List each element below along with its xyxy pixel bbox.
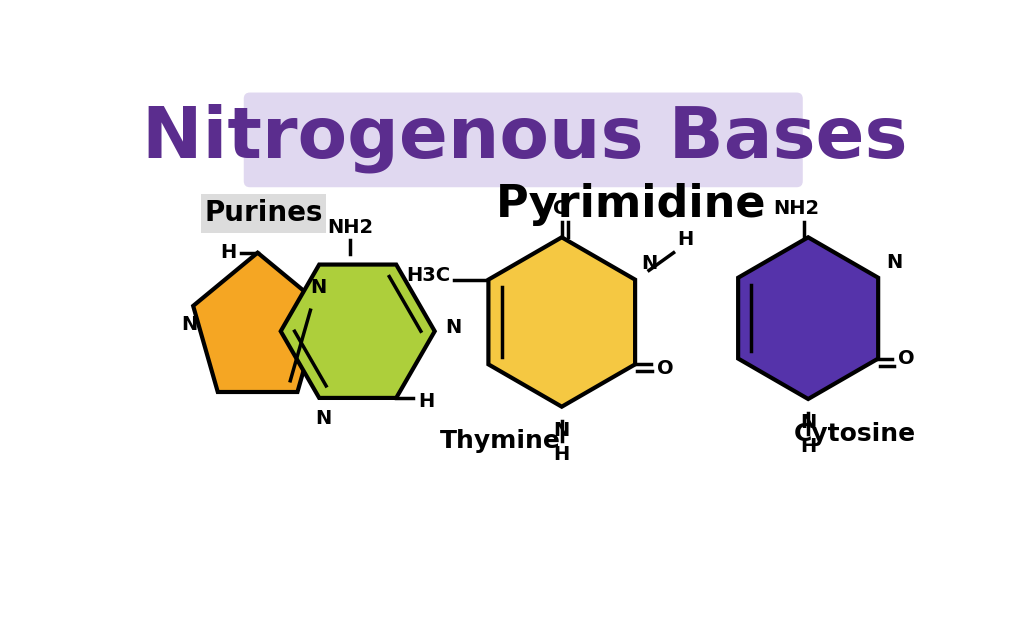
Polygon shape xyxy=(488,238,635,407)
Text: O: O xyxy=(553,199,570,218)
Text: O: O xyxy=(898,349,914,368)
Text: Pyrimidine: Pyrimidine xyxy=(496,183,766,226)
Text: O: O xyxy=(656,358,674,378)
Text: N: N xyxy=(181,315,198,334)
Text: N: N xyxy=(445,318,462,337)
Text: N: N xyxy=(886,253,902,272)
Text: Cytosine: Cytosine xyxy=(794,421,915,445)
Polygon shape xyxy=(738,238,879,399)
Text: NH2: NH2 xyxy=(327,217,373,236)
Text: H: H xyxy=(220,243,237,262)
Text: NH2: NH2 xyxy=(773,199,819,218)
Text: H: H xyxy=(554,445,570,464)
Text: N: N xyxy=(800,413,816,432)
Polygon shape xyxy=(194,253,323,392)
Text: H: H xyxy=(678,230,693,249)
Text: Thymine: Thymine xyxy=(439,430,560,454)
Text: N: N xyxy=(554,421,570,440)
Text: N: N xyxy=(641,255,657,273)
Text: N: N xyxy=(310,278,327,297)
FancyBboxPatch shape xyxy=(201,194,326,232)
Text: H: H xyxy=(418,392,434,411)
Text: H: H xyxy=(800,437,816,457)
Polygon shape xyxy=(281,265,435,398)
Text: N: N xyxy=(315,409,331,428)
FancyBboxPatch shape xyxy=(244,93,803,187)
Text: H3C: H3C xyxy=(406,266,450,285)
Text: Nitrogenous Bases: Nitrogenous Bases xyxy=(142,104,907,173)
Text: Purines: Purines xyxy=(204,200,323,227)
